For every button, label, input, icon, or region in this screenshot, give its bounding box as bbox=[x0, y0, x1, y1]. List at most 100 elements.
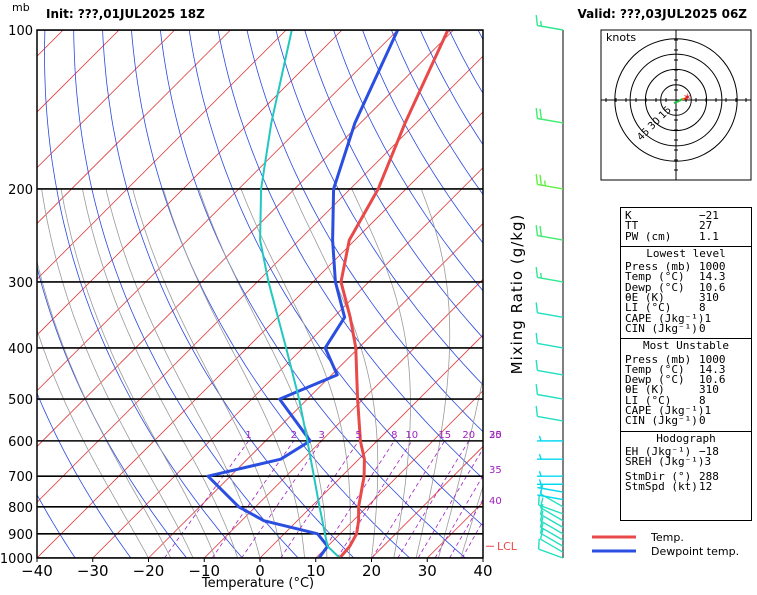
wind-barb bbox=[541, 484, 564, 507]
wind-barb-feather bbox=[536, 225, 537, 235]
pressure-tick-label: 700 bbox=[8, 470, 33, 485]
pressure-tick-label: 900 bbox=[8, 528, 33, 543]
isotherm-line bbox=[0, 30, 342, 558]
wind-barb-feather bbox=[536, 267, 537, 277]
mixing-ratio-label: 2 bbox=[291, 430, 297, 441]
valid-time: Valid: ???,03JUL2025 06Z bbox=[578, 7, 748, 21]
hodograph-unit: knots bbox=[606, 31, 636, 44]
pressure-tick-label: 300 bbox=[8, 276, 33, 291]
dry-adiabat-line bbox=[189, 30, 521, 558]
wind-barb-feather bbox=[540, 479, 542, 484]
wind-barb bbox=[536, 267, 563, 282]
legend-temp-label: Temp. bbox=[650, 531, 684, 544]
x-tick-label: 30 bbox=[418, 562, 437, 580]
mixing-ratio-line bbox=[372, 441, 445, 558]
mixing-ratio-line bbox=[281, 441, 359, 558]
isotherm-line bbox=[37, 30, 565, 558]
mixing-ratio-label: 35 bbox=[489, 465, 502, 476]
wind-barb-feather bbox=[536, 333, 537, 343]
pressure-unit: mb bbox=[12, 1, 30, 14]
wind-barb bbox=[536, 174, 563, 189]
wind-barb-feather bbox=[536, 108, 537, 118]
wind-barb-feather bbox=[536, 406, 537, 416]
wind-barb-staff bbox=[541, 527, 564, 540]
mixing-ratio-label: 15 bbox=[438, 430, 451, 441]
wind-barb bbox=[537, 471, 563, 476]
isotherm-line bbox=[93, 30, 621, 558]
mixing-ratio-label: 1 bbox=[245, 430, 251, 441]
wind-barb bbox=[541, 504, 564, 527]
wind-barb-feather bbox=[541, 273, 542, 278]
dry-adiabat-line bbox=[74, 30, 299, 558]
mixing-ratio-line bbox=[319, 441, 395, 558]
wind-barb-feather bbox=[540, 109, 541, 119]
wind-barb bbox=[536, 406, 563, 421]
wind-barb-feather bbox=[540, 175, 541, 185]
wind-barb bbox=[536, 225, 563, 240]
wind-barb-staff bbox=[541, 514, 564, 527]
wind-barb-staff bbox=[541, 539, 564, 552]
hodo-sreh: SREH (Jkg⁻¹)3 bbox=[621, 457, 751, 467]
parcel-profile bbox=[260, 30, 340, 558]
wind-barb bbox=[536, 384, 563, 399]
wind-barb bbox=[537, 436, 563, 441]
storm-motion-marker: ✶ bbox=[683, 91, 692, 104]
moist-adiabat-line bbox=[82, 189, 237, 558]
index-pw: PW (cm)1.1 bbox=[621, 232, 751, 242]
pressure-tick-label: 600 bbox=[8, 435, 33, 450]
pressure-tick-label: 500 bbox=[8, 393, 33, 408]
x-tick-label: 20 bbox=[362, 562, 381, 580]
wind-barb-feather bbox=[536, 360, 537, 370]
wind-barb-feather bbox=[540, 226, 541, 236]
wind-barb-feather bbox=[536, 15, 537, 25]
wind-barb-feather bbox=[541, 491, 542, 496]
wind-barb-feather bbox=[536, 384, 537, 394]
mixing-ratio-line bbox=[165, 441, 249, 558]
isotherm-line bbox=[0, 30, 231, 558]
wind-barb bbox=[536, 15, 563, 30]
x-axis-label: Temperature (°C) bbox=[201, 576, 314, 591]
mixing-ratio-label: 10 bbox=[405, 430, 418, 441]
lcl-label: LCL bbox=[497, 540, 518, 553]
mu-cin: CIN (Jkg⁻¹)0 bbox=[621, 416, 751, 426]
wind-barb-staff bbox=[541, 521, 564, 534]
mixing-ratio-label: 3 bbox=[319, 430, 325, 441]
wind-barb-staff bbox=[537, 343, 563, 347]
mixing-ratio-label: 8 bbox=[391, 430, 397, 441]
x-tick-label: −40 bbox=[21, 562, 53, 580]
mixing-ratio-label: 5 bbox=[355, 430, 361, 441]
wind-barb-feather bbox=[545, 181, 546, 186]
x-tick-label: 40 bbox=[473, 562, 492, 580]
legend: Temp. Dewpoint temp. bbox=[592, 531, 739, 558]
wind-barb bbox=[536, 108, 563, 123]
isotherm-line bbox=[0, 30, 286, 558]
mixing-ratio-label: 20 bbox=[462, 430, 475, 441]
dry-adiabat-line bbox=[247, 30, 633, 558]
wind-barb-feather bbox=[540, 436, 542, 441]
wind-barb bbox=[536, 302, 563, 317]
wind-barb-staff bbox=[537, 313, 563, 317]
mixing-ratio-axis-label: Mixing Ratio (g/kg) bbox=[508, 214, 526, 375]
moist-adiabat-line bbox=[199, 189, 327, 558]
x-tick-label: −30 bbox=[77, 562, 109, 580]
hodo-stmspd: StmSpd (kt)12 bbox=[621, 482, 751, 492]
wind-barb bbox=[536, 360, 563, 375]
isotherm-line bbox=[0, 30, 454, 558]
x-tick-label: −20 bbox=[133, 562, 165, 580]
wind-barb-feather bbox=[540, 454, 542, 459]
pressure-tick-label: 100 bbox=[8, 24, 33, 39]
moist-adiabat-line bbox=[291, 189, 377, 558]
mixing-ratio-label: 40 bbox=[489, 496, 502, 507]
wind-barb-staff bbox=[537, 416, 563, 421]
mixing-ratio-label: 30 bbox=[489, 430, 502, 441]
wind-barb-feather bbox=[539, 495, 540, 505]
wind-barb bbox=[539, 539, 563, 558]
dry-adiabat-line bbox=[132, 30, 410, 558]
index-k: K−21 bbox=[621, 211, 751, 221]
wind-barb-feather bbox=[540, 471, 542, 476]
init-time: Init: ???,01JUL2025 18Z bbox=[46, 7, 205, 21]
moist-adiabat-line bbox=[61, 189, 215, 558]
wind-barb bbox=[537, 479, 563, 484]
